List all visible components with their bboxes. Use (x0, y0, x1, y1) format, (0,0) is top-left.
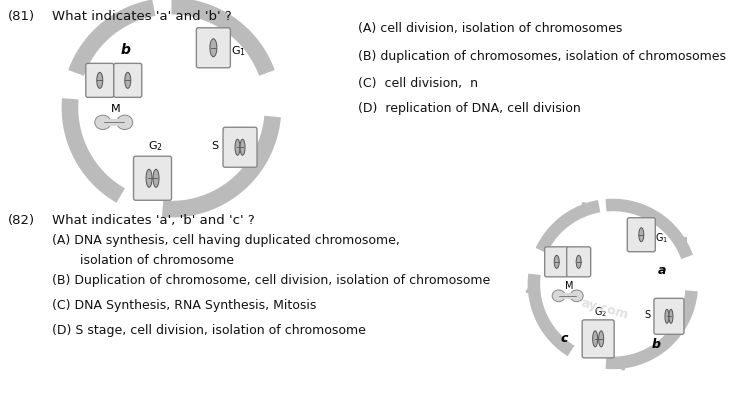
Text: S: S (644, 310, 651, 319)
Text: S: S (211, 141, 218, 151)
FancyBboxPatch shape (223, 128, 257, 168)
FancyBboxPatch shape (105, 119, 123, 127)
Ellipse shape (235, 140, 240, 156)
Text: (81): (81) (8, 10, 35, 23)
Text: (D)  replication of DNA, cell division: (D) replication of DNA, cell division (358, 102, 581, 115)
Ellipse shape (95, 116, 111, 130)
FancyBboxPatch shape (582, 320, 614, 358)
Ellipse shape (599, 331, 604, 347)
FancyBboxPatch shape (560, 293, 575, 299)
FancyBboxPatch shape (86, 64, 114, 98)
Text: (C) DNA Synthesis, RNA Synthesis, Mitosis: (C) DNA Synthesis, RNA Synthesis, Mitosi… (52, 298, 317, 311)
Text: c: c (560, 331, 568, 344)
Text: M: M (566, 280, 574, 290)
Ellipse shape (665, 310, 669, 324)
Text: G$_2$: G$_2$ (148, 139, 163, 153)
Ellipse shape (117, 116, 133, 130)
Text: G$_1$: G$_1$ (232, 44, 247, 58)
Ellipse shape (554, 256, 559, 269)
FancyBboxPatch shape (627, 218, 655, 252)
Text: b: b (652, 337, 661, 350)
Ellipse shape (593, 331, 598, 347)
Text: M: M (111, 104, 120, 114)
Text: G$_2$: G$_2$ (593, 304, 607, 318)
Text: ay.com: ay.com (580, 295, 630, 320)
Text: What indicates 'a' and 'b' ?: What indicates 'a' and 'b' ? (52, 10, 232, 23)
FancyBboxPatch shape (567, 247, 590, 277)
Text: (B) Duplication of chromosome, cell division, isolation of chromosome: (B) Duplication of chromosome, cell divi… (52, 273, 490, 286)
Text: isolation of chromosome: isolation of chromosome (52, 254, 234, 266)
Ellipse shape (552, 290, 566, 302)
FancyBboxPatch shape (196, 29, 230, 69)
Text: (A) DNA synthesis, cell having duplicated chromosome,: (A) DNA synthesis, cell having duplicate… (52, 234, 400, 246)
Ellipse shape (240, 140, 245, 156)
Ellipse shape (125, 73, 131, 89)
Text: b: b (121, 43, 131, 56)
Text: (D) S stage, cell division, isolation of chromosome: (D) S stage, cell division, isolation of… (52, 323, 366, 336)
Ellipse shape (669, 310, 673, 324)
Text: a: a (658, 263, 666, 276)
FancyBboxPatch shape (114, 64, 142, 98)
Ellipse shape (146, 170, 152, 188)
Ellipse shape (97, 73, 103, 89)
Text: (C)  cell division,  n: (C) cell division, n (358, 77, 478, 90)
FancyBboxPatch shape (654, 299, 684, 335)
Ellipse shape (153, 170, 159, 188)
Text: (A) cell division, isolation of chromosomes: (A) cell division, isolation of chromoso… (358, 22, 623, 35)
Ellipse shape (210, 40, 217, 58)
Text: a: a (223, 154, 232, 168)
Ellipse shape (638, 228, 644, 242)
Ellipse shape (576, 256, 581, 269)
Text: (B) duplication of chromosomes, isolation of chromosomes: (B) duplication of chromosomes, isolatio… (358, 50, 726, 63)
Text: (82): (82) (8, 213, 35, 227)
FancyBboxPatch shape (134, 157, 171, 201)
Ellipse shape (570, 290, 584, 302)
Text: What indicates 'a', 'b' and 'c' ?: What indicates 'a', 'b' and 'c' ? (52, 213, 255, 227)
Text: G$_1$: G$_1$ (655, 230, 669, 244)
FancyBboxPatch shape (544, 247, 569, 277)
